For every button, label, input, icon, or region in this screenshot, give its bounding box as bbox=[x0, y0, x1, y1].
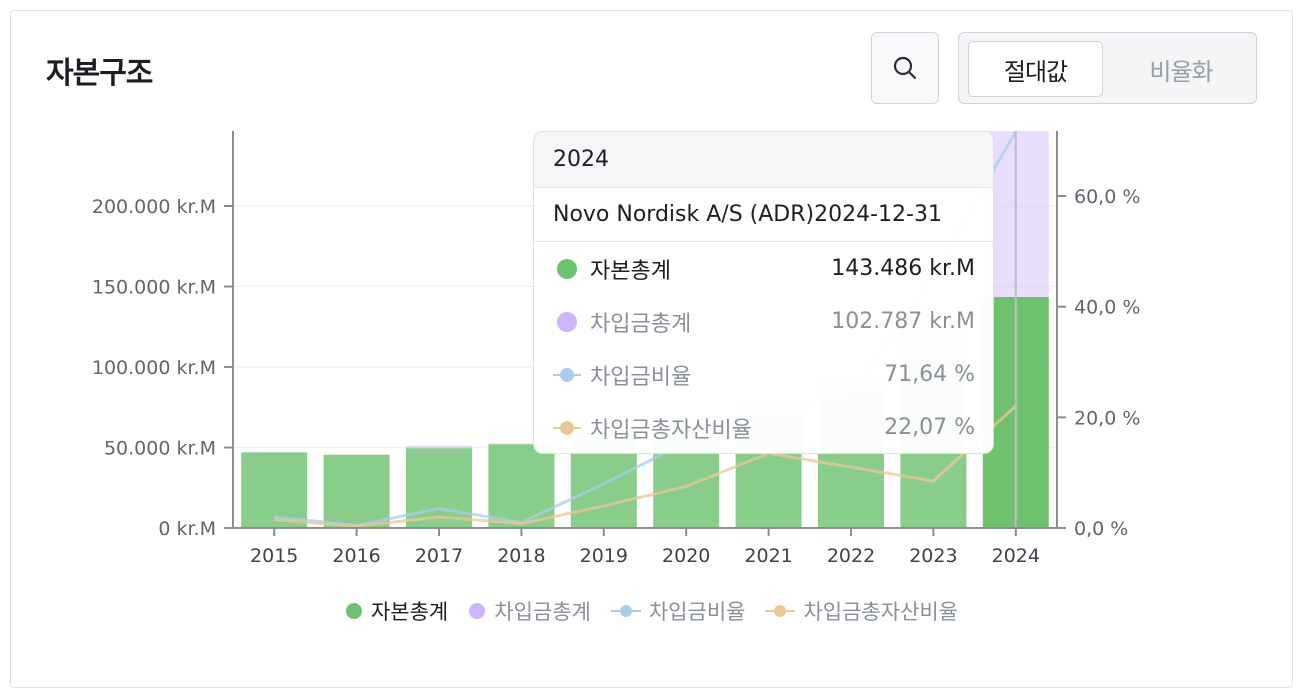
x-axis-tick-label: 2015 bbox=[250, 545, 298, 567]
legend-item-debt-to-assets[interactable]: 차입금총자산비율 bbox=[765, 596, 958, 626]
tooltip-row-equity: 자본총계 143.486 kr.M bbox=[534, 242, 993, 295]
x-axis-tick-label: 2022 bbox=[827, 545, 875, 567]
right-axis-tick-label: 20,0 % bbox=[1074, 407, 1140, 429]
equity-bar bbox=[241, 452, 308, 528]
tooltip-value: 22,07 % bbox=[884, 415, 975, 440]
debt-ratio-marker-icon bbox=[553, 368, 581, 382]
tooltip-row-debt-ratio: 차입금비율 71,64 % bbox=[534, 348, 993, 401]
left-axis-tick-label: 50.000 kr.M bbox=[104, 438, 216, 460]
x-axis-tick-label: 2020 bbox=[662, 545, 710, 567]
left-axis-tick-label: 0 kr.M bbox=[158, 518, 216, 540]
left-axis-tick-label: 200.000 kr.M bbox=[92, 196, 216, 218]
chart-legend: 자본총계 차입금총계 차입금비율 차입금총자산비율 bbox=[0, 596, 1303, 626]
debt-marker-icon bbox=[557, 312, 577, 332]
right-axis-tick-label: 60,0 % bbox=[1074, 186, 1140, 208]
equity-bar bbox=[488, 444, 555, 528]
page-title: 자본구조 bbox=[46, 56, 153, 91]
tooltip-value: 143.486 kr.M bbox=[831, 256, 975, 281]
x-axis-tick-label: 2021 bbox=[744, 545, 792, 567]
tooltip-row-debt: 차입금총계 102.787 kr.M bbox=[534, 295, 993, 348]
debt-bar bbox=[406, 445, 472, 449]
equity-legend-icon bbox=[345, 603, 362, 619]
debt-legend-icon bbox=[469, 603, 486, 619]
search-icon bbox=[893, 56, 917, 80]
x-axis-tick-label: 2018 bbox=[497, 545, 545, 567]
debt-to-assets-legend-icon bbox=[765, 605, 796, 617]
right-axis-tick-label: 0,0 % bbox=[1074, 518, 1128, 540]
tooltip-label: 자본총계 bbox=[590, 258, 671, 284]
debt-bar bbox=[488, 443, 555, 445]
legend-item-equity[interactable]: 자본총계 bbox=[345, 596, 448, 626]
legend-item-debt-ratio[interactable]: 차입금비율 bbox=[610, 596, 746, 626]
left-axis-tick-label: 100.000 kr.M bbox=[92, 357, 216, 379]
legend-label: 차입금총계 bbox=[494, 600, 591, 624]
search-button[interactable] bbox=[871, 32, 939, 104]
x-axis-tick-label: 2017 bbox=[415, 545, 463, 567]
tooltip-label: 차입금총계 bbox=[590, 311, 692, 337]
tooltip-value: 102.787 kr.M bbox=[831, 309, 975, 334]
equity-bar bbox=[323, 454, 390, 528]
x-axis-tick-label: 2024 bbox=[992, 545, 1040, 567]
tooltip-label: 차입금총자산비율 bbox=[590, 417, 752, 443]
legend-label: 차입금비율 bbox=[648, 600, 746, 624]
legend-item-debt[interactable]: 차입금총계 bbox=[468, 596, 591, 626]
debt-ratio-legend-icon bbox=[610, 605, 641, 617]
toggle-ratio[interactable]: 비율화 bbox=[1149, 57, 1213, 86]
right-axis-tick-label: 40,0 % bbox=[1074, 297, 1140, 319]
equity-bar bbox=[406, 448, 472, 528]
x-axis-tick-label: 2019 bbox=[580, 545, 628, 567]
tooltip-label: 차입금비율 bbox=[590, 364, 692, 390]
debt-to-assets-marker-icon bbox=[553, 421, 581, 435]
left-axis-tick-label: 150.000 kr.M bbox=[92, 277, 216, 299]
tooltip-title: 2024 bbox=[534, 132, 993, 188]
toggle-absolute[interactable]: 절대값 bbox=[968, 41, 1103, 97]
tooltip-subtitle: Novo Nordisk A/S (ADR)2024-12-31 bbox=[534, 188, 993, 242]
legend-label: 차입금총자산비율 bbox=[803, 600, 959, 624]
display-mode-toggle: 절대값 비율화 bbox=[958, 32, 1257, 104]
x-axis-tick-label: 2016 bbox=[332, 545, 380, 567]
tooltip-row-debt-to-assets: 차입금총자산비율 22,07 % bbox=[534, 401, 993, 453]
chart-tooltip: 2024 Novo Nordisk A/S (ADR)2024-12-31 자본… bbox=[533, 131, 994, 454]
debt-to-assets-line bbox=[274, 404, 1017, 528]
x-axis-tick-label: 2023 bbox=[909, 545, 957, 567]
tooltip-value: 71,64 % bbox=[884, 362, 975, 387]
equity-marker-icon bbox=[557, 259, 577, 279]
legend-label: 자본총계 bbox=[370, 600, 449, 624]
